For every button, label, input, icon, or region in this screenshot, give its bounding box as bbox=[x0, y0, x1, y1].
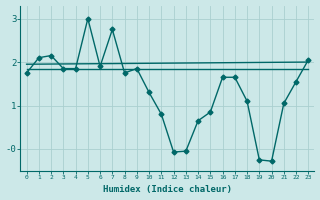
X-axis label: Humidex (Indice chaleur): Humidex (Indice chaleur) bbox=[103, 185, 232, 194]
